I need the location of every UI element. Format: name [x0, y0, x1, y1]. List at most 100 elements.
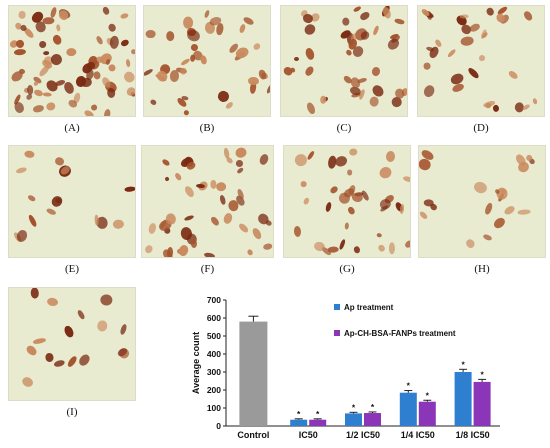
stained-cell	[421, 83, 437, 100]
stained-cell	[42, 92, 52, 98]
stained-cell	[26, 193, 37, 203]
significance-marker: *	[316, 409, 320, 419]
panel-g: (G)	[283, 145, 411, 276]
stained-cell	[177, 243, 189, 257]
panel-c: (C)	[280, 5, 408, 135]
stained-cell	[169, 69, 180, 82]
stained-cell	[42, 17, 55, 25]
panel-label: (A)	[64, 122, 80, 134]
stained-cell	[149, 98, 158, 106]
stained-cell	[164, 176, 170, 182]
y-tick-label: 600	[207, 313, 221, 323]
stained-cell	[125, 58, 131, 68]
micrograph-image	[143, 5, 271, 117]
stained-cell	[143, 243, 154, 255]
stained-cell	[388, 241, 396, 254]
stained-cell	[376, 164, 393, 181]
stained-cell	[248, 76, 260, 86]
stained-cell	[484, 101, 492, 109]
micrograph-image	[283, 145, 411, 258]
stained-cell	[148, 222, 158, 236]
ap-bar	[399, 392, 417, 426]
panel-e: (E)	[8, 145, 136, 276]
stained-cell	[203, 9, 211, 19]
stained-cell	[23, 150, 35, 159]
stained-cell	[183, 184, 196, 199]
stained-cell	[94, 35, 104, 46]
stained-cell	[372, 25, 380, 36]
stained-cell	[472, 180, 489, 195]
panel-label: (D)	[473, 122, 489, 134]
panel-i: (I)	[8, 287, 136, 419]
stained-cell	[250, 226, 263, 241]
stained-cell	[324, 201, 333, 213]
stained-cell	[18, 10, 27, 19]
stained-cell	[349, 147, 358, 156]
stained-cell	[215, 182, 227, 192]
stained-cell	[32, 103, 45, 113]
stained-cell	[222, 211, 234, 225]
stained-cell	[376, 243, 386, 253]
stained-cell	[161, 158, 171, 167]
stained-cell	[106, 22, 117, 33]
ap-ch-bsa-fanps-bar	[418, 401, 436, 426]
x-category-label: IC50	[299, 430, 318, 440]
significance-marker: *	[371, 402, 375, 412]
stained-cell	[96, 320, 108, 333]
panel-d: (D)	[417, 5, 545, 135]
stained-cell	[303, 64, 315, 77]
y-tick-label: 500	[207, 331, 221, 341]
stained-cell	[300, 180, 309, 188]
stained-cell	[346, 205, 357, 216]
micrograph-image	[141, 145, 274, 258]
stained-cell	[55, 23, 61, 32]
x-category-label: 1/4 IC50	[401, 430, 435, 440]
micrograph-image	[280, 5, 408, 117]
stained-cell	[503, 204, 517, 217]
stained-cell	[404, 238, 410, 248]
stained-cell	[184, 214, 195, 222]
stained-cell	[347, 169, 353, 176]
stained-cell	[246, 248, 254, 257]
stained-cell	[218, 194, 226, 206]
y-tick-label: 300	[207, 367, 221, 377]
stained-cell	[446, 47, 457, 58]
stained-cell	[381, 6, 393, 20]
stained-cell	[422, 62, 431, 71]
panel-label: (C)	[336, 122, 352, 134]
stained-cell	[401, 174, 410, 183]
stained-cell	[76, 309, 86, 321]
stained-cell	[46, 207, 58, 217]
significance-marker: *	[461, 359, 465, 369]
stained-cell	[44, 352, 55, 363]
stained-cell	[203, 251, 216, 257]
stained-cell	[467, 66, 481, 81]
stained-cell	[120, 38, 130, 47]
stained-cell	[27, 214, 39, 228]
panel-a: (A)	[8, 5, 136, 135]
stained-cell	[179, 67, 188, 76]
ap-bar	[454, 372, 472, 426]
significance-marker: *	[407, 381, 411, 391]
stained-cell	[464, 237, 477, 250]
stained-cell	[38, 40, 47, 49]
stained-cell	[165, 212, 178, 226]
stained-cell	[258, 152, 270, 166]
stained-cell	[419, 210, 429, 221]
stained-cell	[237, 222, 251, 235]
stained-cell	[25, 93, 34, 102]
stained-cell	[32, 337, 46, 345]
panel-f: (F)	[141, 145, 274, 276]
x-category-label: 1/2 IC50	[346, 430, 380, 440]
micrograph-image	[8, 287, 136, 401]
stained-cell	[53, 358, 66, 369]
stained-cell	[165, 31, 175, 42]
y-tick-label: 200	[207, 385, 221, 395]
stained-cell	[107, 63, 116, 73]
stained-cell	[337, 238, 346, 251]
stained-cell	[341, 17, 350, 26]
legend-label: Ap treatment	[344, 303, 394, 312]
stained-cell	[15, 166, 28, 175]
stained-cell	[290, 66, 297, 73]
stained-cell	[49, 193, 65, 209]
